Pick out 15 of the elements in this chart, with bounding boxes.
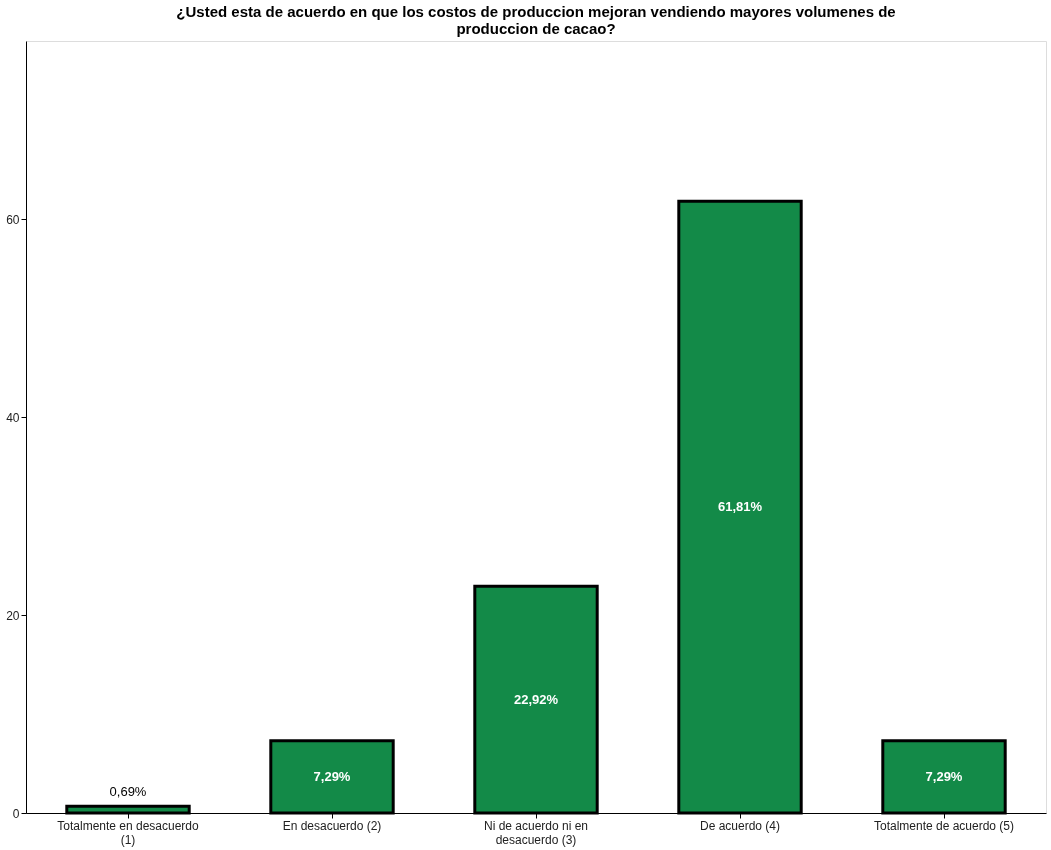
- y-tick-label: 40: [6, 410, 20, 425]
- y-tick-label: 0: [12, 806, 20, 821]
- y-tick-label: 60: [6, 212, 20, 227]
- data-label: 0,69%: [109, 784, 147, 800]
- data-label: 61,81%: [717, 499, 763, 515]
- data-label: 22,92%: [513, 691, 559, 707]
- x-tick-label: De acuerdo (4): [699, 818, 781, 833]
- x-tick-label: Totalmente de acuerdo (5): [873, 818, 1015, 833]
- x-tick-label: En desacuerdo (2): [282, 818, 382, 833]
- x-tick-label: Totalmente en desacuerdo (1): [57, 818, 200, 847]
- y-tick-label: 20: [6, 608, 20, 623]
- data-label: 7,29%: [925, 768, 963, 784]
- x-tick-label: Ni de acuerdo ni en desacuerdo (3): [483, 818, 589, 847]
- chart-title: ¿Usted esta de acuerdo en que los costos de produccion mejoran vendiendo mayores volumenes de produccion de cacao?: [176, 3, 896, 37]
- data-label: 7,29%: [313, 768, 351, 784]
